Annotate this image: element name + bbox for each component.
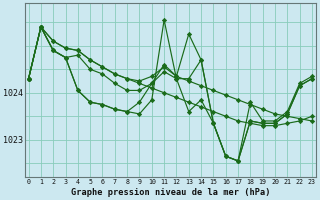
- X-axis label: Graphe pression niveau de la mer (hPa): Graphe pression niveau de la mer (hPa): [70, 188, 270, 197]
